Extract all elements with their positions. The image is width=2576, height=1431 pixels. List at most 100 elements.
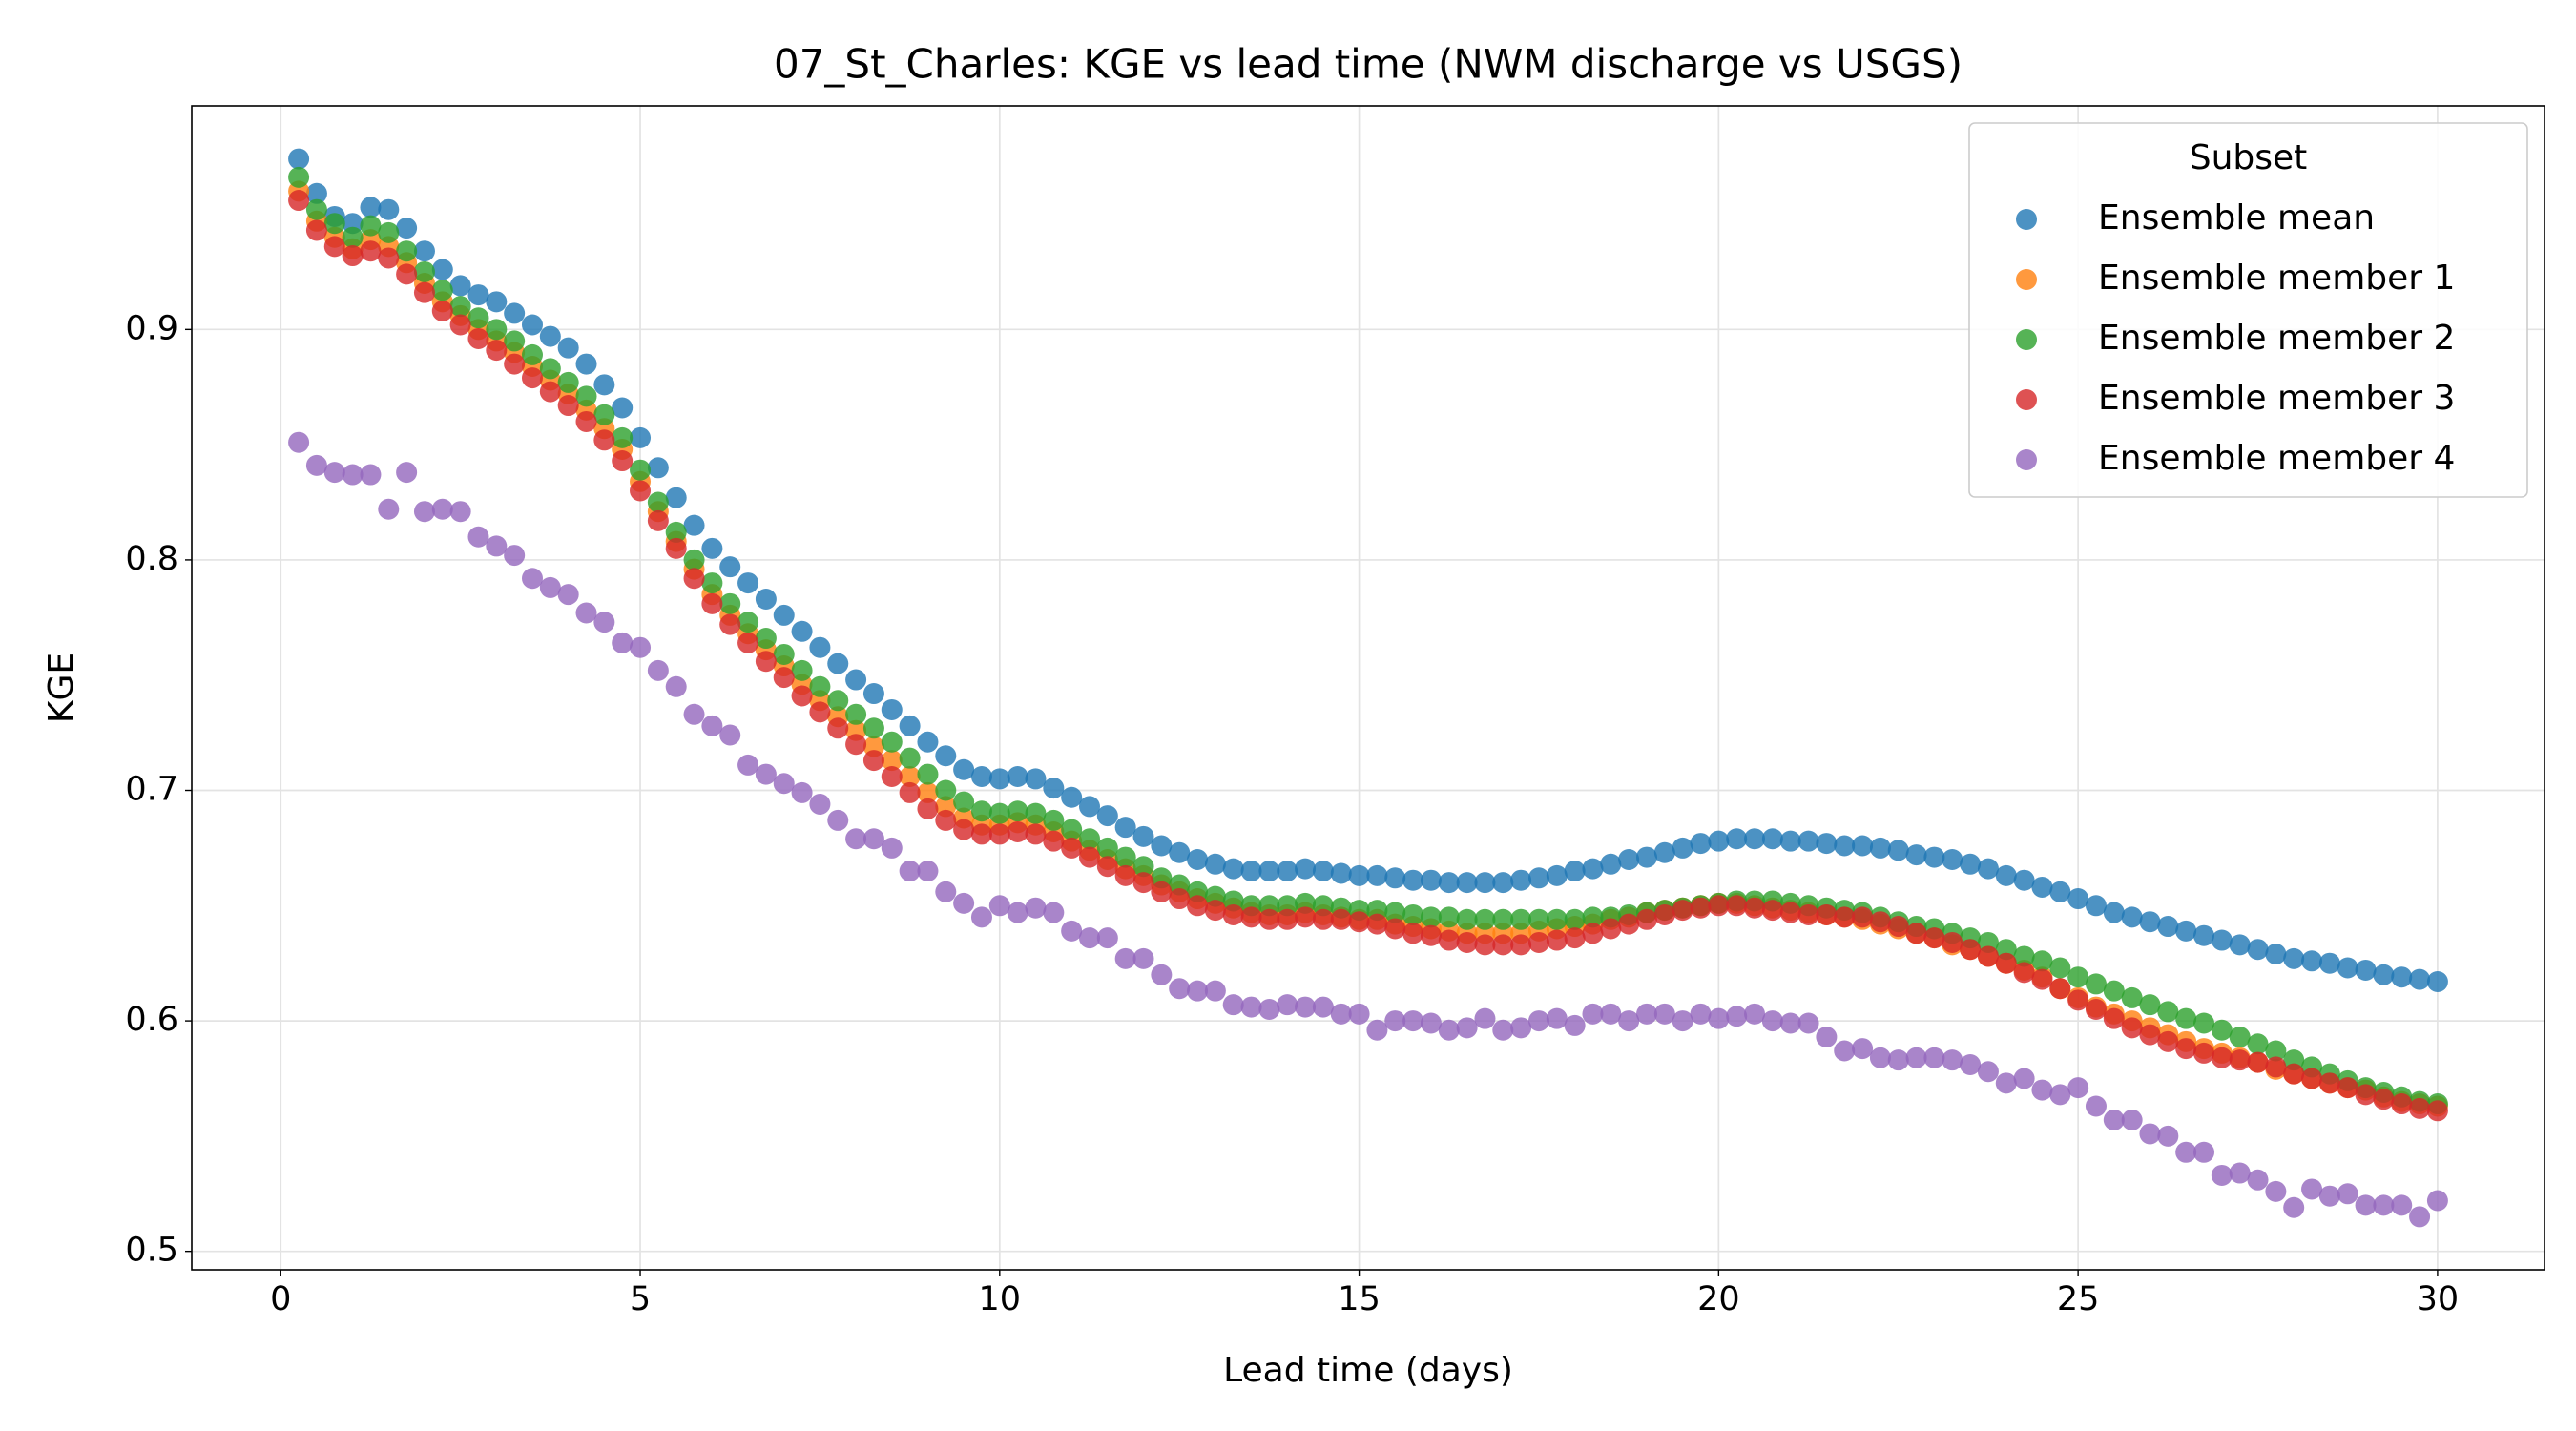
point	[593, 374, 615, 396]
point	[1078, 796, 1100, 818]
point	[1672, 837, 1693, 859]
point	[1007, 800, 1028, 822]
point	[2139, 994, 2161, 1016]
point	[1222, 903, 1244, 925]
legend-marker	[2016, 269, 2037, 290]
point	[1744, 897, 1766, 919]
point	[1546, 929, 1568, 951]
legend-label: Ensemble member 1	[2098, 259, 2455, 298]
point	[2229, 1162, 2251, 1184]
point	[899, 715, 921, 736]
point	[845, 828, 867, 850]
point	[809, 794, 831, 815]
point	[1240, 906, 1262, 928]
point	[1942, 931, 1963, 953]
point	[2103, 902, 2125, 923]
point	[431, 259, 453, 280]
point	[521, 343, 543, 365]
point	[953, 892, 975, 914]
point	[2301, 950, 2323, 972]
point	[2373, 1089, 2395, 1110]
point	[2409, 968, 2431, 990]
point	[1726, 1006, 1748, 1027]
point	[396, 462, 418, 484]
point	[845, 669, 867, 691]
point	[899, 766, 921, 788]
point	[1222, 858, 1244, 880]
point	[1797, 830, 1819, 852]
point	[1779, 902, 1801, 923]
point	[2085, 1095, 2107, 1117]
plot-frame	[191, 105, 2545, 1271]
point	[881, 837, 903, 859]
point	[1636, 908, 1658, 930]
point	[1366, 864, 1388, 886]
point	[378, 198, 400, 220]
point	[1869, 911, 1891, 933]
point	[809, 636, 831, 658]
point	[1564, 927, 1586, 949]
point	[1456, 872, 1478, 894]
point	[2067, 1077, 2089, 1099]
point	[2013, 945, 2035, 967]
grid	[192, 106, 2545, 1270]
point	[396, 240, 418, 262]
point	[791, 620, 813, 642]
point	[2409, 1206, 2431, 1228]
point	[862, 750, 884, 772]
point	[665, 487, 687, 508]
point	[1887, 1049, 1909, 1071]
point	[1061, 819, 1083, 840]
point	[449, 314, 471, 336]
point	[1402, 923, 1424, 944]
point	[737, 632, 759, 653]
point	[1456, 1017, 1478, 1039]
point	[1438, 872, 1460, 894]
point	[1240, 861, 1262, 882]
point	[953, 758, 975, 780]
point	[970, 766, 992, 788]
point	[612, 450, 634, 472]
series	[288, 190, 2448, 1122]
point	[486, 340, 508, 362]
point	[342, 226, 364, 248]
y-axis-label: KGE	[42, 653, 81, 723]
point	[630, 459, 652, 481]
point	[2139, 1123, 2161, 1145]
point	[1510, 934, 1532, 956]
point	[935, 881, 957, 902]
point	[1330, 862, 1352, 884]
point	[755, 628, 777, 650]
point	[1905, 1047, 1927, 1068]
point	[1582, 858, 1604, 880]
point	[2247, 1169, 2269, 1191]
point	[1312, 861, 1334, 882]
point	[1492, 934, 1514, 956]
point	[2229, 1049, 2251, 1071]
y-tick-label: 0.9	[125, 309, 178, 347]
point	[1744, 1003, 1766, 1025]
point	[1527, 867, 1549, 889]
point	[413, 501, 435, 523]
point	[791, 659, 813, 681]
point	[305, 182, 327, 204]
point	[539, 358, 561, 380]
legend-label: Ensemble mean	[2098, 198, 2375, 238]
point	[1007, 766, 1028, 788]
point	[862, 717, 884, 739]
point	[701, 715, 723, 736]
point	[881, 731, 903, 753]
x-axis-label: Lead time (days)	[1223, 1351, 1513, 1390]
point	[970, 906, 992, 928]
point	[791, 781, 813, 803]
point	[2049, 957, 2071, 979]
point	[2265, 944, 2287, 965]
legend-title: Subset	[2190, 138, 2308, 177]
point	[809, 675, 831, 697]
point	[2031, 950, 2053, 972]
point	[1132, 825, 1154, 847]
point	[881, 698, 903, 720]
point	[1420, 869, 1442, 891]
point	[612, 426, 634, 448]
point	[1527, 931, 1549, 953]
